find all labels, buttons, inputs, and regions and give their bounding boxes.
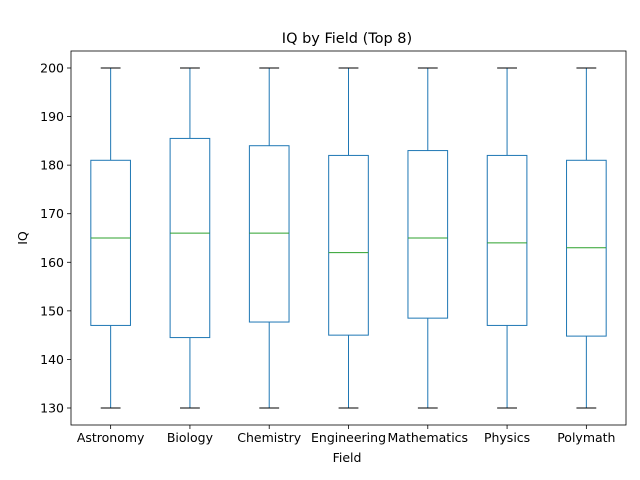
- plot-frame: [70, 50, 627, 426]
- plot-marks: [90, 67, 607, 409]
- box-polymath: [566, 67, 607, 409]
- x-tick-label: Astronomy: [77, 430, 145, 445]
- x-axis-label: Field: [333, 450, 362, 465]
- box-physics: [486, 67, 528, 409]
- box-astronomy: [90, 67, 131, 409]
- box-iqr: [90, 159, 131, 326]
- y-axis: 130 140 150 160 170 180 190 200: [40, 61, 71, 416]
- y-axis-label: IQ: [15, 231, 30, 245]
- x-tick-label: Biology: [167, 430, 214, 445]
- x-axis: Astronomy Biology Chemistry Engineering Math…: [77, 425, 615, 445]
- x-tick-label: Physics: [484, 430, 530, 445]
- y-tick-label: 190: [40, 109, 64, 124]
- box-iqr: [248, 145, 290, 323]
- x-tick-label: Polymath: [557, 430, 615, 445]
- x-tick-label: Engineering: [311, 430, 386, 445]
- x-tick-label: Mathematics: [388, 430, 469, 445]
- box-mathematics: [407, 67, 449, 409]
- box-engineering: [328, 67, 369, 409]
- box-iqr: [486, 154, 528, 326]
- y-tick-label: 160: [40, 255, 64, 270]
- y-tick-label: 180: [40, 158, 64, 173]
- box-biology: [169, 67, 211, 409]
- box-iqr: [169, 137, 211, 339]
- y-tick-label: 200: [40, 61, 64, 76]
- y-tick-label: 130: [40, 401, 64, 416]
- box-iqr: [328, 154, 369, 336]
- y-tick-label: 140: [40, 352, 64, 367]
- y-tick-label: 170: [40, 206, 64, 221]
- x-tick-label: Chemistry: [237, 430, 302, 445]
- box-chemistry: [248, 67, 290, 409]
- chart-title: IQ by Field (Top 8): [282, 31, 412, 47]
- box-iqr: [407, 150, 449, 319]
- y-tick-label: 150: [40, 303, 64, 318]
